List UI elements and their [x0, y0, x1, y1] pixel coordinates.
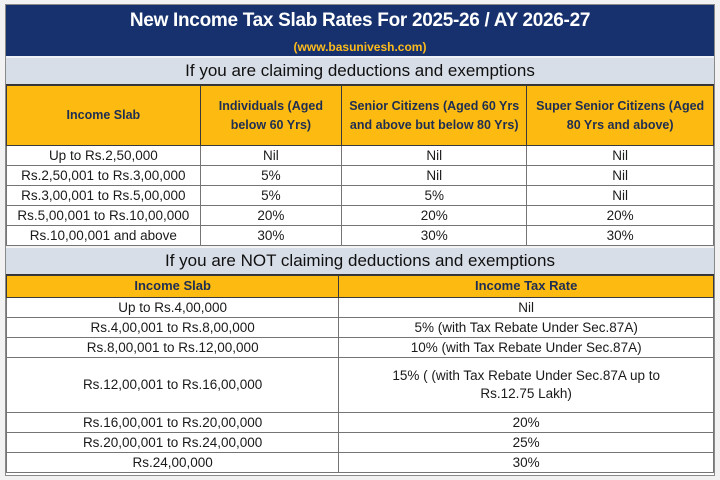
table-cell: Rs.2,50,001 to Rs.3,00,000: [6, 165, 201, 186]
table-row: Rs.24,00,000 30%: [5, 451, 714, 473]
table-cell: 15% ( (with Tax Rebate Under Sec.87A up …: [338, 356, 714, 413]
table-row: Rs.20,00,001 to Rs.24,00,000 25%: [5, 431, 714, 453]
table-cell: 25%: [338, 431, 714, 453]
table-cell: 20%: [341, 205, 528, 226]
table-cell: Rs.3,00,001 to Rs.5,00,000: [6, 185, 201, 206]
table-cell: Rs.16,00,001 to Rs.20,00,000: [5, 411, 340, 433]
column-header-income-slab: Income Slab: [5, 275, 340, 298]
table-cell: Rs.8,00,001 to Rs.12,00,000: [5, 336, 340, 358]
table-row: Up to Rs.4,00,000 Nil: [5, 296, 714, 318]
table-row: Rs.4,00,001 to Rs.8,00,000 5% (with Tax …: [5, 316, 714, 338]
table-cell: Rs.10,00,001 and above: [6, 225, 201, 246]
table-cell: 5%: [199, 185, 343, 206]
table-cell: 30%: [199, 225, 343, 246]
table-cell: 5%: [199, 165, 343, 186]
table-row: Rs.10,00,001 and above 30% 30% 30%: [6, 225, 714, 246]
column-header-income-slab: Income Slab: [6, 85, 201, 146]
table-cell: Up to Rs.4,00,000: [5, 296, 340, 318]
column-header-income-tax-rate: Income Tax Rate: [338, 275, 714, 298]
table-row: Rs.5,00,001 to Rs.10,00,000 20% 20% 20%: [6, 205, 714, 226]
table-cell: 20%: [199, 205, 343, 226]
table-row: Rs.16,00,001 to Rs.20,00,000 20%: [5, 411, 714, 433]
table-cell: Rs.24,00,000: [5, 451, 340, 473]
table-row: Rs.2,50,001 to Rs.3,00,000 5% Nil Nil: [6, 165, 714, 186]
table-row: Rs.3,00,001 to Rs.5,00,000 5% 5% Nil: [6, 185, 714, 206]
column-header-senior-citizens: Senior Citizens (Aged 60 Yrs and above b…: [341, 85, 528, 146]
table-cell: Nil: [338, 296, 714, 318]
infographic-frame: New Income Tax Slab Rates For 2025-26 / …: [5, 4, 715, 476]
table-header-row: Income Slab Individuals (Aged below 60 Y…: [6, 85, 714, 146]
table-cell: Nil: [526, 165, 714, 186]
table-cell: Nil: [341, 145, 528, 166]
table-row: Rs.8,00,001 to Rs.12,00,000 10% (with Ta…: [5, 336, 714, 358]
table-cell: Up to Rs.2,50,000: [6, 145, 201, 166]
table-cell: 20%: [526, 205, 714, 226]
section-heading-deductions: If you are claiming deductions and exemp…: [6, 58, 714, 85]
table-cell: 30%: [526, 225, 714, 246]
column-header-super-senior-citizens: Super Senior Citizens (Aged 80 Yrs and a…: [526, 85, 714, 146]
table-cell: 5% (with Tax Rebate Under Sec.87A): [338, 316, 714, 338]
no-deductions-table: Income Slab Income Tax Rate Up to Rs.4,0…: [5, 275, 714, 473]
table-cell: Rs.12,00,001 to Rs.16,00,000: [5, 356, 340, 413]
table-cell: 30%: [338, 451, 714, 473]
table-row: Rs.12,00,001 to Rs.16,00,000 15% ( (with…: [5, 356, 714, 413]
column-header-individuals: Individuals (Aged below 60 Yrs): [199, 85, 343, 146]
table-cell: 5%: [341, 185, 528, 206]
table-cell: Nil: [526, 145, 714, 166]
table-cell: 30%: [341, 225, 528, 246]
table-cell: Nil: [341, 165, 528, 186]
table-cell: Nil: [526, 185, 714, 206]
table-header-row: Income Slab Income Tax Rate: [5, 275, 714, 298]
table-cell: Rs.5,00,001 to Rs.10,00,000: [6, 205, 201, 226]
table-cell: Nil: [199, 145, 343, 166]
table-cell: Rs.4,00,001 to Rs.8,00,000: [5, 316, 340, 338]
section-heading-no-deductions: If you are NOT claiming deductions and e…: [6, 246, 714, 275]
deductions-table: Income Slab Individuals (Aged below 60 Y…: [6, 85, 714, 246]
table-cell: 10% (with Tax Rebate Under Sec.87A): [338, 336, 714, 358]
page-title: New Income Tax Slab Rates For 2025-26 / …: [6, 5, 714, 37]
table-row: Up to Rs.2,50,000 Nil Nil Nil: [6, 145, 714, 166]
table-cell: Rs.20,00,001 to Rs.24,00,000: [5, 431, 340, 453]
website-url: (www.basunivesh.com): [6, 37, 714, 58]
table-cell: 20%: [338, 411, 714, 433]
